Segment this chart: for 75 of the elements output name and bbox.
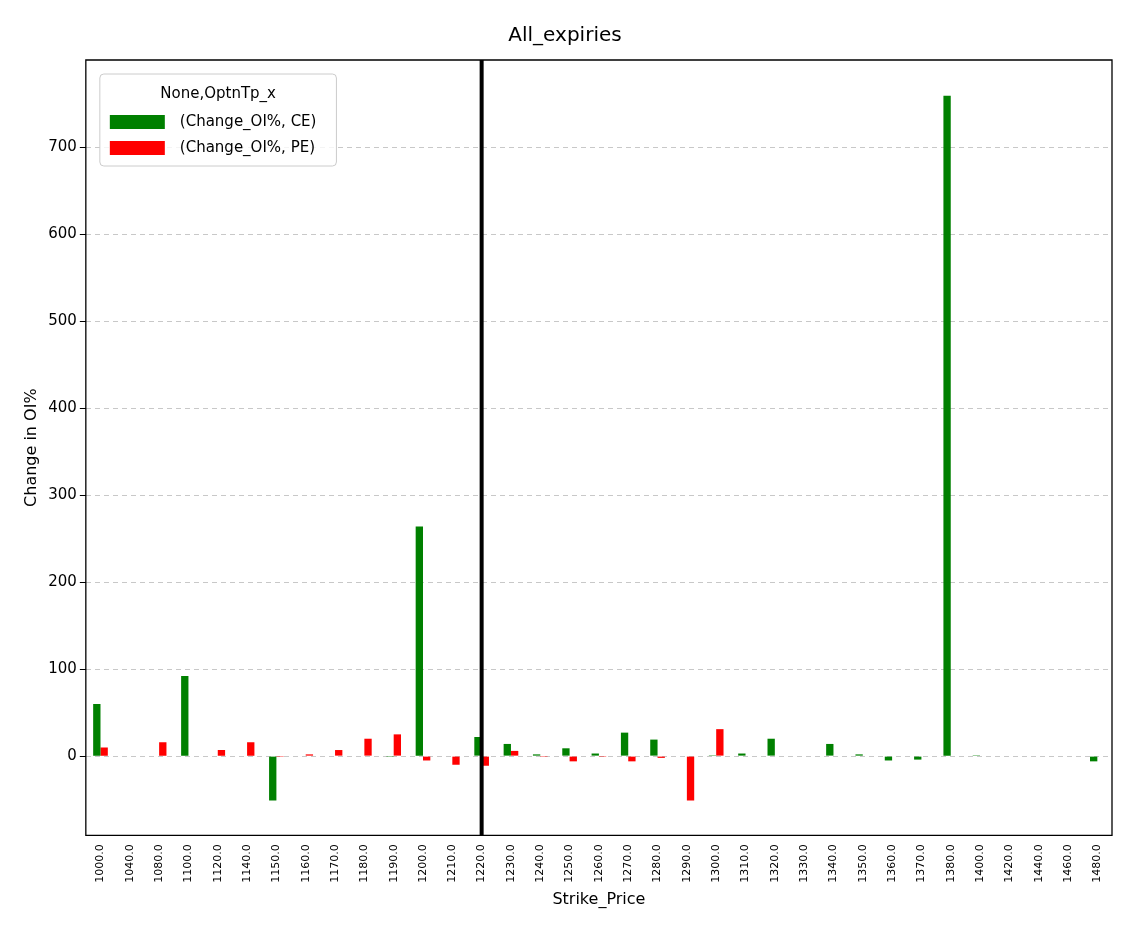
x-tick-label: 1140.0 xyxy=(239,844,253,883)
x-tick-label: 1310.0 xyxy=(738,844,752,883)
x-tick-label: 1330.0 xyxy=(797,844,811,883)
y-tick-label: 700 xyxy=(48,136,77,155)
x-tick-label: 1380.0 xyxy=(943,844,957,883)
x-tick-label: 1170.0 xyxy=(327,844,341,883)
bar xyxy=(510,750,519,756)
x-tick-label: 1240.0 xyxy=(533,844,547,883)
x-tick-label: 1080.0 xyxy=(151,844,165,883)
bar xyxy=(628,756,636,762)
bar xyxy=(591,753,599,756)
x-tick-label: 1000.0 xyxy=(93,844,107,883)
bar xyxy=(335,750,343,756)
bar xyxy=(738,753,746,756)
y-tick-label: 0 xyxy=(67,746,77,765)
x-tick-label: 1420.0 xyxy=(1002,844,1016,883)
x-tick-label: 1190.0 xyxy=(386,844,400,883)
bar xyxy=(452,756,460,765)
bar xyxy=(562,748,570,756)
x-tick-label: 1040.0 xyxy=(122,844,136,883)
x-tick-label: 1260.0 xyxy=(591,844,605,883)
x-tick-label: 1280.0 xyxy=(650,844,664,883)
bar xyxy=(247,742,255,756)
bar xyxy=(415,526,423,756)
x-tick-label: 1120.0 xyxy=(210,844,224,883)
bar xyxy=(269,756,277,801)
bar xyxy=(364,738,372,756)
bar xyxy=(620,732,629,756)
x-tick-label: 1210.0 xyxy=(445,844,459,883)
x-tick-label: 1320.0 xyxy=(767,844,781,883)
x-tick-label: 1290.0 xyxy=(679,844,693,883)
x-tick-label: 1270.0 xyxy=(621,844,635,883)
bar xyxy=(650,739,658,756)
bar xyxy=(217,750,226,756)
x-axis-title: Strike_Price xyxy=(552,888,646,909)
bar xyxy=(100,747,108,756)
bar xyxy=(686,756,695,801)
bar xyxy=(159,742,167,756)
x-tick-label: 1180.0 xyxy=(357,844,371,883)
bar xyxy=(503,743,511,756)
x-tick-label: 1200.0 xyxy=(415,844,429,883)
bar xyxy=(826,743,834,756)
x-tick-label: 1350.0 xyxy=(855,844,869,883)
x-tick-label: 1400.0 xyxy=(972,844,986,883)
x-tick-label: 1300.0 xyxy=(709,844,723,883)
x-tick-label: 1460.0 xyxy=(1060,844,1074,883)
x-tick-label: 1150.0 xyxy=(269,844,283,883)
y-tick-label: 500 xyxy=(48,310,77,329)
chart-title: All_expiries xyxy=(508,22,622,47)
y-tick-label: 600 xyxy=(48,223,77,242)
x-tick-label: 1100.0 xyxy=(181,844,195,883)
y-tick-label: 300 xyxy=(48,484,77,503)
bar xyxy=(943,95,951,756)
legend-label: (Change_OI%, PE) xyxy=(179,137,316,157)
bar xyxy=(914,756,922,760)
bar xyxy=(767,738,775,756)
y-tick-label: 100 xyxy=(48,659,77,677)
x-tick-label: 1480.0 xyxy=(1090,844,1104,883)
legend-title: None,OptnTp_x xyxy=(160,83,277,103)
legend-label: (Change_OI%, CE) xyxy=(179,111,317,131)
bar xyxy=(716,729,724,756)
y-tick-label: 400 xyxy=(48,397,77,416)
x-tick-label: 1230.0 xyxy=(503,844,517,883)
y-axis-title: Change in OI% xyxy=(20,388,40,507)
bar xyxy=(393,734,402,756)
x-tick-label: 1160.0 xyxy=(298,844,312,883)
x-tick-label: 1250.0 xyxy=(562,844,576,883)
x-tick-label: 1440.0 xyxy=(1031,844,1045,883)
x-tick-label: 1360.0 xyxy=(884,844,898,883)
y-tick-label: 200 xyxy=(48,571,77,590)
x-tick-label: 1340.0 xyxy=(826,844,840,883)
x-tick-label: 1220.0 xyxy=(474,844,488,883)
bar xyxy=(181,676,189,756)
x-tick-label: 1370.0 xyxy=(914,844,928,883)
bar xyxy=(93,703,101,756)
